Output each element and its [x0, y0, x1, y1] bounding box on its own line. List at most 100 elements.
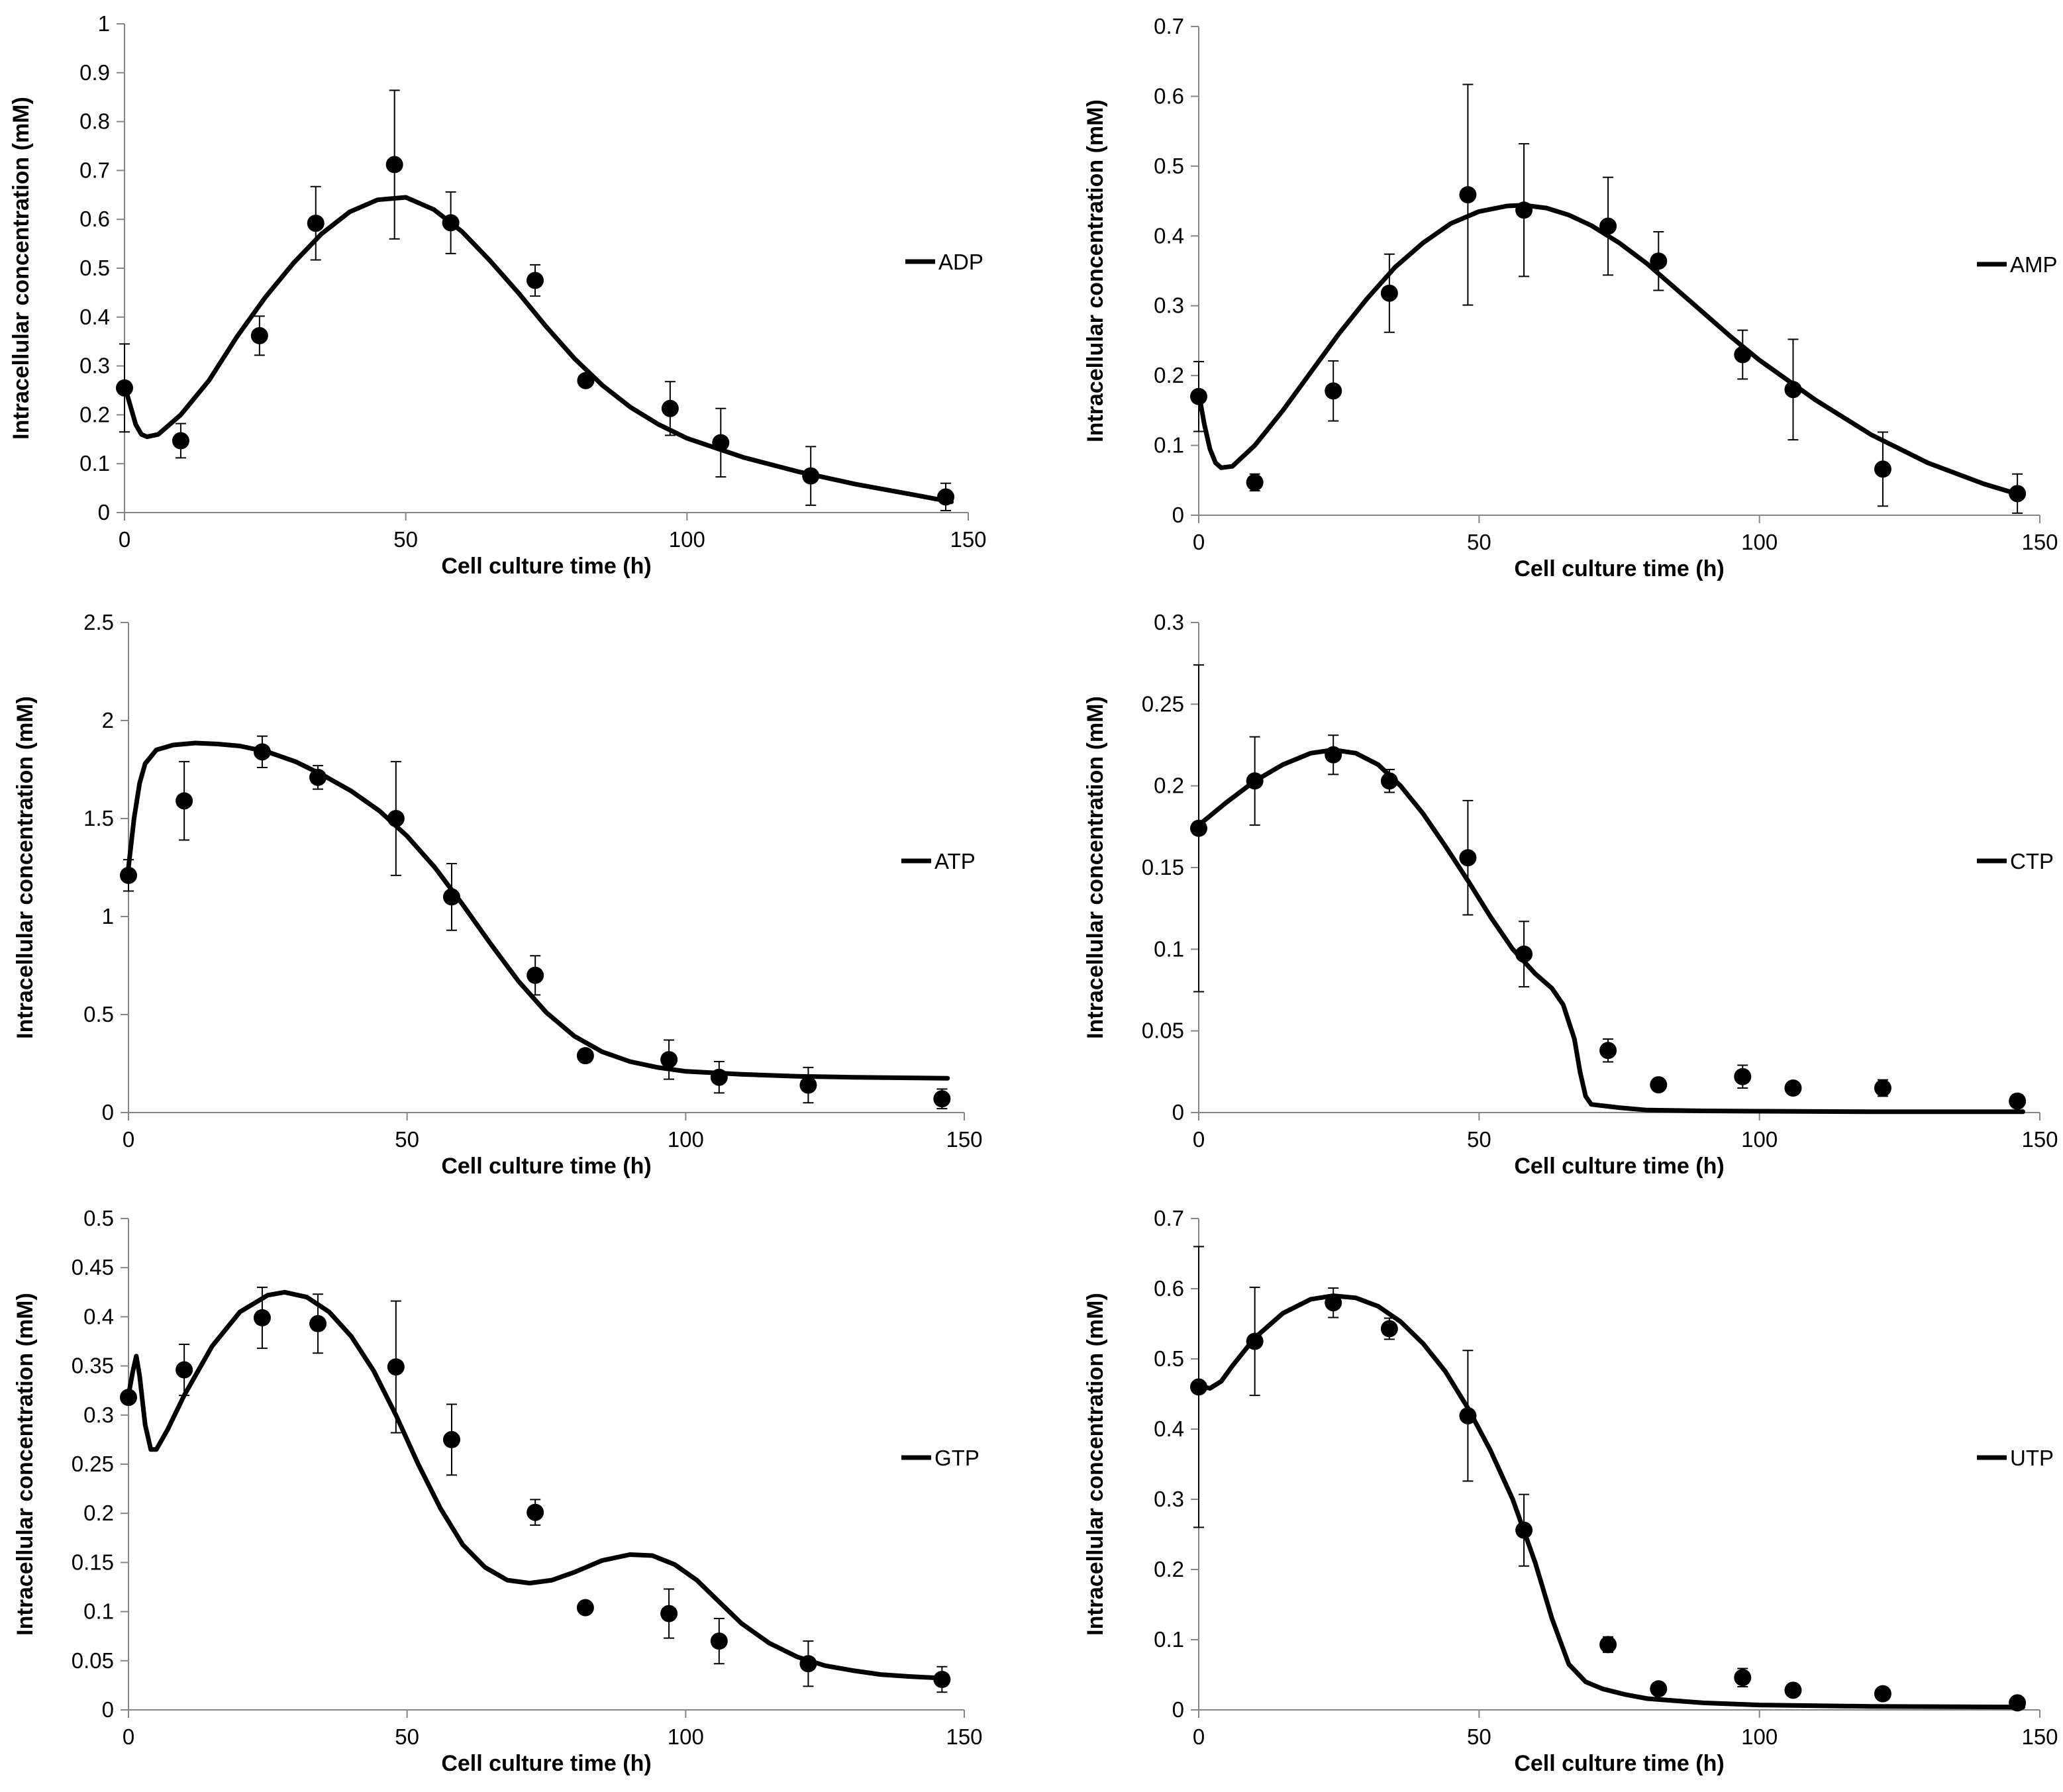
data-point [1599, 217, 1617, 235]
chart-ctp: 0 0.05 0.1 0.15 0.2 0.25 0.3 0 50 100 150 Cell cult… [1083, 610, 2058, 1179]
x-tick-label: 150 [2021, 1724, 2058, 1749]
x-tick-label: 0 [1193, 1724, 1205, 1749]
chart-adp: 0 0.1 0.2 0.3 0.4 0.5 0.6 0.7 0.8 0.9 1 0 50 100 150 Ce… [9, 11, 987, 579]
x-tick-label: 100 [1741, 1724, 1778, 1749]
data-point [1784, 1681, 1802, 1699]
data-point [309, 768, 327, 786]
data-point [1874, 1079, 1891, 1097]
x-axis-title: Cell culture time (h) [441, 1751, 651, 1776]
x-axis-title: Cell culture time (h) [441, 1154, 651, 1179]
chart-atp: 0 0.5 1 1.5 2 2.5 0 50 100 150 Cell culture time (… [13, 610, 983, 1179]
data-point [1599, 1042, 1617, 1060]
data-point [442, 888, 460, 906]
y-tick-label: 0.15 [1142, 855, 1184, 879]
legend: ADP [905, 250, 983, 274]
y-tick-label: 0.4 [83, 1304, 114, 1328]
x-axis-title: Cell culture time (h) [1514, 556, 1724, 581]
y-tick-label: 0.9 [79, 60, 110, 85]
data-point [1380, 1320, 1398, 1338]
x-tick-label: 100 [1741, 530, 1778, 554]
y-tick-label: 0.4 [79, 305, 110, 329]
data-point [1734, 1669, 1752, 1687]
data-point [937, 488, 955, 506]
y-tick-label: 0.4 [1154, 223, 1184, 248]
y-tick-label: 0 [1172, 1100, 1184, 1124]
data-point [253, 1309, 271, 1326]
x-tick-label: 50 [1467, 530, 1491, 554]
y-tick-label: 0.4 [1154, 1417, 1184, 1441]
fit-curve [126, 1289, 950, 1681]
x-tick-label: 50 [395, 1127, 419, 1152]
data-point [1246, 473, 1264, 491]
data-point [1784, 381, 1802, 399]
y-tick-label: 0.6 [79, 207, 110, 231]
x-tick-label: 50 [395, 1724, 419, 1749]
data-point [710, 1632, 728, 1650]
y-tick-label: 1.5 [83, 806, 114, 830]
data-point [527, 272, 544, 289]
y-tick-label: 0.2 [1154, 1557, 1184, 1581]
y-tick-label: 0.35 [72, 1354, 114, 1378]
data-point [2009, 1694, 2027, 1712]
data-point [1650, 1680, 1668, 1698]
chart-utp: 0 0.1 0.2 0.3 0.4 0.5 0.6 0.7 0 50 100 150 Cell cult… [1083, 1206, 2058, 1776]
data-point [712, 434, 730, 452]
y-tick-label: 2.5 [83, 610, 114, 634]
x-tick-label: 100 [668, 1724, 704, 1749]
data-point [799, 1655, 817, 1673]
x-tick-label: 0 [119, 527, 130, 552]
y-tick-label: 0.3 [1154, 610, 1184, 634]
data-point [933, 1090, 951, 1108]
legend-label: CTP [2010, 849, 2054, 873]
y-tick-label: 0 [98, 500, 110, 524]
data-point [802, 467, 820, 485]
x-tick-label: 100 [669, 527, 705, 552]
data-point [253, 743, 271, 761]
data-point [1734, 346, 1752, 364]
y-tick-label: 0.1 [1154, 1627, 1184, 1652]
x-tick-label: 100 [1741, 1127, 1778, 1152]
data-point [442, 214, 460, 232]
x-tick-label: 150 [950, 527, 986, 552]
data-point [1380, 284, 1398, 302]
data-point [1734, 1068, 1752, 1085]
x-axis-title: Cell culture time (h) [441, 554, 651, 579]
y-tick-label: 0.5 [83, 1002, 114, 1026]
x-tick-label: 0 [123, 1724, 134, 1749]
legend-label: AMP [2010, 252, 2058, 277]
y-tick-label: 0.7 [79, 158, 110, 182]
data-point [1380, 772, 1398, 790]
x-axis-title: Cell culture time (h) [1514, 1751, 1724, 1776]
legend: GTP [901, 1446, 980, 1470]
data-point [1515, 201, 1533, 219]
x-tick-label: 100 [668, 1127, 704, 1152]
data-point [1459, 186, 1477, 204]
y-tick-label: 1 [102, 904, 114, 928]
x-axis-title: Cell culture time (h) [1514, 1154, 1724, 1179]
x-tick-label: 0 [1193, 530, 1205, 554]
x-tick-label: 150 [946, 1724, 982, 1749]
x-tick-label: 0 [123, 1127, 134, 1152]
data-point [1599, 1636, 1617, 1654]
data-point [1515, 1521, 1533, 1539]
y-tick-label: 0.7 [1154, 1206, 1184, 1230]
data-point [309, 1315, 327, 1332]
x-tick-label: 150 [2021, 530, 2058, 554]
y-tick-label: 0.2 [1154, 773, 1184, 798]
y-tick-label: 0 [1172, 1697, 1184, 1722]
y-tick-label: 0.3 [1154, 1487, 1184, 1511]
data-point [577, 372, 595, 389]
data-point [1246, 772, 1264, 790]
legend-label: ADP [938, 250, 983, 274]
y-tick-label: 0.15 [72, 1550, 114, 1574]
data-point [1874, 1685, 1891, 1703]
legend: UTP [1977, 1446, 2054, 1470]
y-tick-label: 0.6 [1154, 1276, 1184, 1301]
data-point [250, 326, 268, 344]
data-point [176, 792, 193, 810]
chart-gtp: 0 0.05 0.1 0.15 0.2 0.25 0.3 0.35 0.4 0.45 0.5 0 50 1… [13, 1206, 983, 1776]
y-tick-label: 0.3 [79, 354, 110, 378]
data-point [1190, 819, 1207, 837]
data-point [1650, 252, 1668, 270]
y-axis-title: Intracellular concentration (mM) [13, 696, 38, 1039]
